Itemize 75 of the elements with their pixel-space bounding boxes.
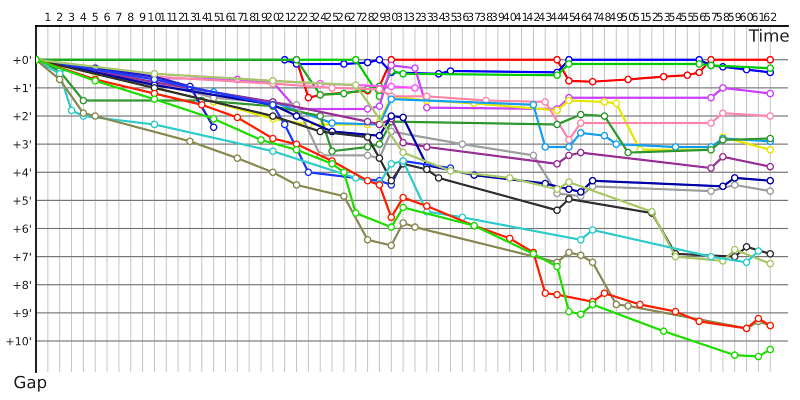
y-tick-label: +4'	[14, 168, 31, 176]
y-tick-label: +3'	[14, 140, 31, 149]
x-tick-label: 46	[574, 12, 588, 22]
x-tick-label: 15	[208, 12, 220, 22]
x-tick-label: 57	[704, 12, 718, 22]
y-tick-label: +10'	[6, 337, 31, 346]
x-tick-label: 41	[515, 12, 528, 21]
x-tick-label: 50	[622, 12, 634, 22]
x-tick-label: 54	[669, 12, 682, 22]
x-tick-label: 20	[266, 12, 280, 22]
x-tick-label: 5	[92, 12, 98, 22]
x-axis-title: Time	[748, 28, 789, 42]
x-tick-label: 36	[456, 12, 469, 22]
x-tick-label: 60	[740, 12, 753, 22]
x-tick-label: 26	[338, 12, 350, 22]
y-tick-label: +5'	[14, 196, 31, 205]
x-tick-label: 7	[116, 12, 122, 21]
x-tick-label: 49	[610, 12, 623, 22]
x-tick-label: 40	[503, 12, 516, 22]
x-tick-label: 28	[361, 12, 374, 22]
x-tick-label: 33	[420, 12, 433, 22]
x-tick-label: 51	[634, 12, 646, 22]
x-tick-label: 4	[80, 12, 86, 21]
y-tick-label: +8'	[14, 280, 31, 290]
y-tick-label: +1'	[14, 84, 31, 92]
x-tick-label: 19	[255, 12, 268, 22]
x-tick-label: 52	[646, 12, 658, 22]
x-tick-label: 24	[314, 12, 327, 21]
x-tick-label: 59	[728, 12, 741, 22]
x-tick-label: 22	[290, 12, 302, 21]
x-tick-label: 38	[480, 12, 492, 22]
x-tick-label: 53	[657, 12, 670, 22]
x-tick-label: 13	[184, 12, 196, 22]
x-tick-label: 34	[432, 12, 446, 22]
x-tick-label: 25	[326, 12, 338, 22]
x-tick-label: 6	[104, 12, 110, 22]
x-tick-label: 37	[468, 12, 480, 22]
x-tick-label: 47	[586, 12, 599, 21]
x-tick-label: 11	[160, 12, 172, 21]
x-tick-label: 27	[349, 12, 362, 21]
x-tick-label: 21	[278, 12, 291, 21]
x-tick-label: 10	[148, 12, 161, 22]
x-tick-label: 62	[764, 12, 776, 22]
x-tick-label: 23	[302, 12, 315, 22]
y-tick-label: +9'	[14, 308, 31, 318]
x-tick-label: 1	[46, 12, 50, 21]
x-tick-label: 3	[68, 12, 74, 22]
x-tick-label: 56	[692, 12, 706, 22]
x-tick-label: 61	[752, 12, 764, 22]
x-tick-label: 35	[444, 12, 457, 22]
x-tick-label: 45	[562, 12, 576, 22]
x-tick-label: 48	[598, 12, 611, 22]
y-tick-label: +6'	[14, 224, 31, 233]
x-tick-label: 17	[231, 12, 244, 21]
x-tick-label: 39	[492, 12, 504, 22]
x-tick-label: 16	[220, 12, 232, 22]
x-tick-label: 18	[243, 12, 256, 22]
x-tick-label: 14	[196, 12, 208, 21]
x-tick-label: 2	[56, 12, 62, 21]
x-tick-label: 8	[128, 12, 134, 22]
x-tick-label: 29	[373, 12, 386, 22]
x-tick-label: 30	[385, 12, 398, 22]
y-tick-label: +0'	[14, 56, 31, 64]
x-tick-label: 32	[408, 12, 421, 22]
x-tick-label: 31	[396, 12, 410, 22]
y-axis-title: Gap	[14, 376, 46, 392]
y-tick-label: +2'	[14, 112, 31, 120]
x-tick-label: 42	[526, 12, 540, 21]
x-tick-label: 9	[140, 12, 146, 22]
y-tick-label: +7'	[14, 252, 31, 261]
x-tick-label: 12	[172, 12, 184, 21]
x-tick-label: 44	[550, 12, 564, 21]
x-tick-label: 43	[538, 12, 552, 22]
x-tick-label: 58	[716, 12, 730, 22]
x-tick-label: 55	[681, 12, 694, 22]
